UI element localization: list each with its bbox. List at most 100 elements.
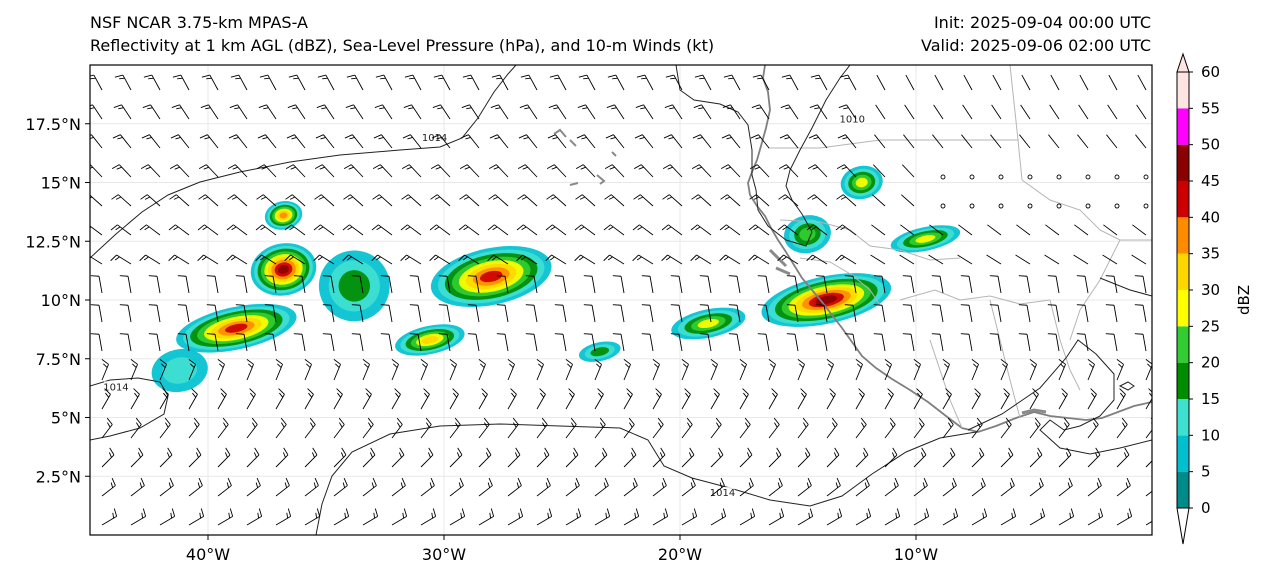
wind-barb — [777, 224, 799, 236]
wind-barb — [229, 104, 248, 120]
wind-barb — [815, 304, 828, 323]
wind-barb — [507, 388, 517, 410]
wind-barb — [623, 359, 631, 381]
wind-barb — [159, 388, 169, 410]
wind-barb — [797, 417, 809, 439]
wind-barb — [757, 304, 770, 323]
wind-barb — [665, 74, 683, 91]
colorbar: 0 5 10 15 20 25 30 35 40 45 50 55 60 dBZ — [1176, 52, 1253, 545]
wind-barb — [130, 508, 147, 526]
wind-barb — [958, 224, 973, 236]
wind-barb — [1079, 74, 1089, 91]
wind-barb — [90, 275, 103, 294]
wind-barb — [836, 164, 857, 178]
wind-barb — [913, 388, 923, 410]
wind-barb — [130, 388, 140, 410]
wind-barb — [462, 74, 480, 91]
wind-barb — [565, 477, 580, 497]
wind-barb — [623, 508, 640, 526]
wind-barb — [536, 447, 550, 468]
reflectivity-cell — [840, 165, 883, 200]
wind-barb — [520, 74, 538, 91]
wind-barb — [902, 275, 915, 294]
wind-barb — [942, 477, 957, 497]
wind-barb — [720, 194, 741, 207]
wind-barb — [855, 447, 869, 468]
wind-barb — [478, 359, 486, 381]
wind-barb — [960, 304, 973, 323]
wind-barb — [815, 333, 828, 352]
wind-barb — [169, 164, 190, 178]
wind-barb — [351, 275, 364, 294]
wind-barb — [206, 275, 219, 294]
wind-barb — [728, 275, 741, 294]
wind-barb — [449, 417, 461, 439]
wind-barb — [786, 333, 799, 352]
colorbar-segment — [1177, 471, 1189, 508]
wind-barb — [1145, 388, 1152, 410]
wind-barb — [1077, 134, 1089, 149]
wind-barb — [380, 275, 393, 294]
y-tick-label: 17.5°N — [25, 115, 81, 134]
colorbar-tick-label: 45 — [1201, 172, 1220, 190]
wind-barb — [344, 134, 364, 149]
wind-barb — [971, 477, 986, 497]
wind-barb — [932, 134, 944, 149]
wind-barb — [420, 417, 432, 439]
wind-barb — [1085, 174, 1091, 180]
wind-barb — [1018, 333, 1031, 352]
wind-barb — [636, 74, 654, 91]
reflectivity-cell — [430, 246, 552, 307]
wind-barb — [346, 74, 364, 91]
wind-barb — [488, 164, 509, 178]
wind-barb — [942, 359, 950, 381]
wind-barb — [90, 333, 103, 352]
wind-barb — [554, 275, 567, 294]
colorbar-tick-label: 25 — [1201, 317, 1220, 335]
wind-barb — [1116, 417, 1128, 439]
reflectivity-cell — [176, 303, 297, 353]
wind-barb — [487, 254, 509, 265]
wind-barb — [875, 104, 886, 120]
wind-barb — [90, 254, 103, 265]
wind-barb — [1078, 104, 1089, 120]
wind-barb — [810, 74, 828, 91]
wind-barb — [391, 477, 406, 497]
wind-barb — [1058, 477, 1073, 497]
wind-barb — [987, 224, 1002, 236]
colorbar-segment — [1177, 399, 1189, 436]
wind-barb — [1134, 275, 1147, 294]
wind-barb — [1102, 254, 1118, 265]
wind-barb — [662, 164, 683, 178]
wind-barb — [1058, 447, 1072, 468]
wind-barb — [662, 194, 683, 207]
wind-barb — [148, 333, 161, 352]
wind-barb — [111, 194, 132, 207]
wind-barb — [905, 74, 915, 91]
wind-barb — [1047, 304, 1060, 323]
wind-barb — [525, 275, 538, 294]
wind-barb — [903, 134, 915, 149]
wind-barb — [391, 508, 408, 526]
y-tick-label: 7.5°N — [36, 350, 81, 369]
wind-barb — [171, 104, 190, 120]
wind-barb — [458, 224, 480, 236]
wind-barb — [313, 224, 335, 236]
wind-barb — [226, 254, 248, 265]
wind-barb — [681, 359, 689, 381]
wind-barb — [409, 333, 422, 352]
wind-barb — [652, 447, 666, 468]
wind-barb — [177, 275, 190, 294]
x-tick-label: 30°W — [422, 545, 466, 564]
wind-barb — [576, 134, 596, 149]
wind-barb — [259, 74, 277, 91]
wind-barb — [314, 194, 335, 207]
wind-barb — [343, 164, 364, 178]
wind-barb — [780, 104, 799, 120]
isobar-1010-east — [675, 65, 851, 247]
wind-barb — [197, 254, 219, 265]
wind-barb — [549, 74, 567, 91]
wind-barb — [1000, 447, 1014, 468]
wind-barb — [739, 388, 749, 410]
